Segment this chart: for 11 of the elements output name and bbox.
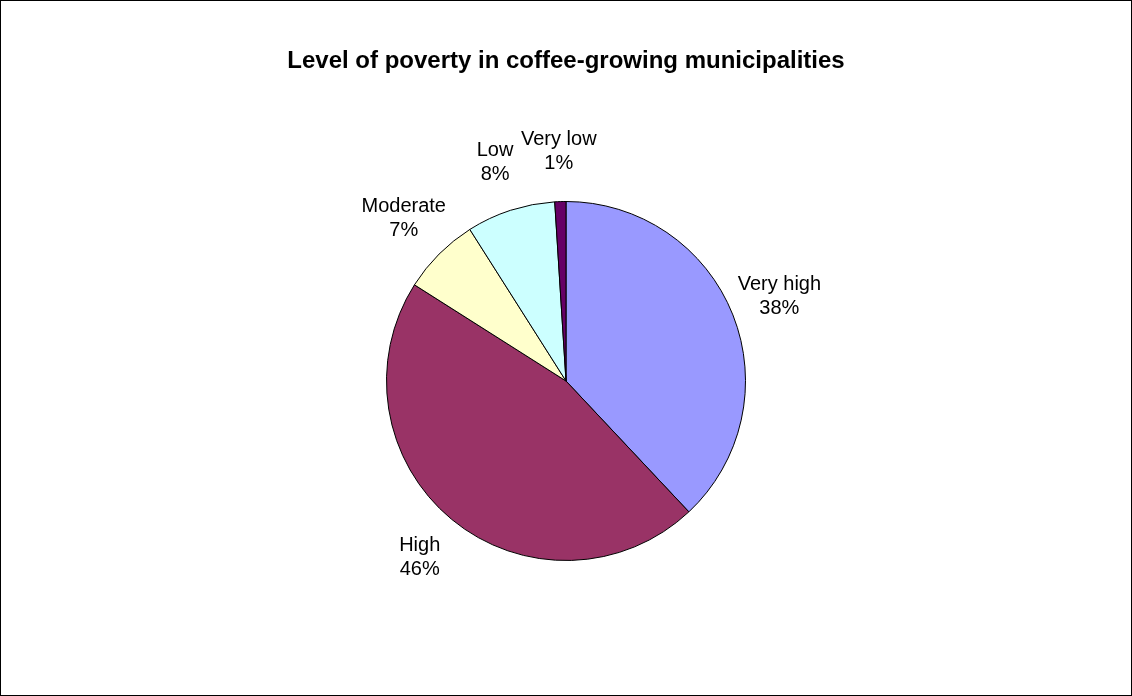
data-label: 8% bbox=[480, 162, 510, 185]
data-label: 1% bbox=[544, 151, 574, 174]
slice-label: Very low bbox=[520, 127, 598, 150]
data-label: 38% bbox=[759, 296, 800, 319]
slice-label: Very high bbox=[737, 272, 822, 295]
data-label: 7% bbox=[389, 218, 419, 241]
slice-label: Low bbox=[476, 138, 514, 161]
chart-title: Level of poverty in coffee-growing municipalities bbox=[286, 46, 846, 74]
data-label: 46% bbox=[399, 557, 440, 580]
slice-label: High bbox=[399, 533, 441, 556]
slice-label: Moderate bbox=[361, 194, 446, 217]
